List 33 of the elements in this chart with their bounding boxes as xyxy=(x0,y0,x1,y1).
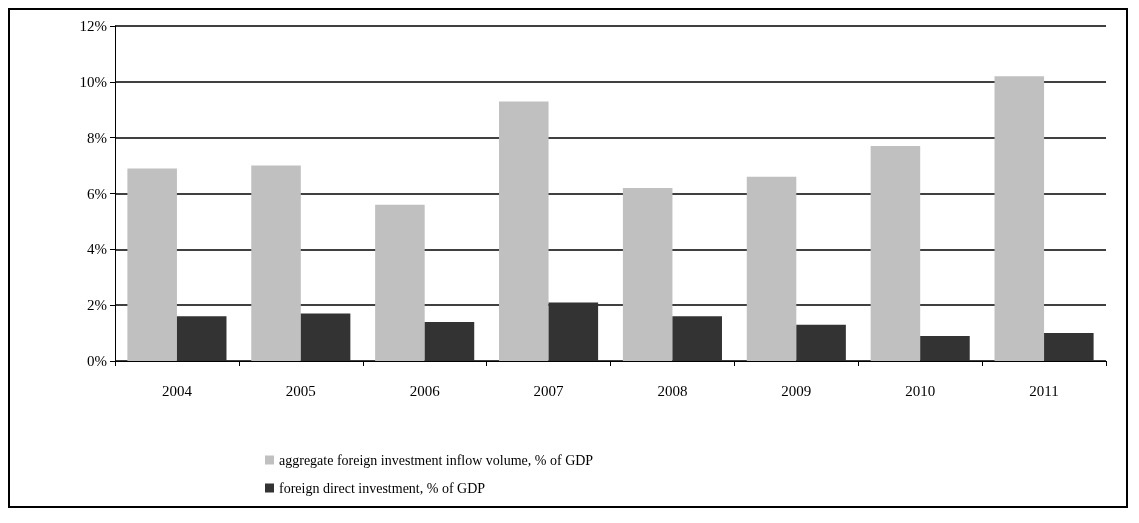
bar xyxy=(499,101,549,361)
bar xyxy=(176,316,227,361)
bar xyxy=(920,335,970,361)
bar xyxy=(251,165,301,361)
bar xyxy=(746,176,797,361)
bar xyxy=(300,313,351,361)
y-tick-label: 2% xyxy=(87,297,107,314)
bar xyxy=(1044,333,1094,361)
x-tick-label: 2005 xyxy=(285,382,316,399)
bar xyxy=(796,324,846,361)
bar xyxy=(127,168,177,361)
y-tick-label: 6% xyxy=(87,185,107,202)
y-tick-label: 0% xyxy=(87,353,107,369)
x-tick-label: 2010 xyxy=(905,382,936,399)
x-tick-label: 2006 xyxy=(409,382,441,399)
bar xyxy=(622,187,673,361)
x-tick-label: 2011 xyxy=(1029,382,1059,399)
y-tick-label: 4% xyxy=(87,241,107,258)
bar xyxy=(548,302,599,361)
bar xyxy=(424,321,475,361)
x-tick-label: 2004 xyxy=(161,382,193,399)
bar xyxy=(672,316,722,361)
legend-label: aggregate foreign investment inflow volume, % of GDP xyxy=(279,452,594,468)
y-tick-label: 8% xyxy=(87,129,107,146)
x-tick-label: 2008 xyxy=(657,382,688,399)
x-tick-label: 2009 xyxy=(781,382,812,399)
x-tick-label: 2007 xyxy=(533,382,565,399)
bar xyxy=(994,76,1045,361)
bar xyxy=(375,204,425,361)
y-tick-label: 10% xyxy=(79,73,107,90)
bar xyxy=(870,146,921,361)
legend-label: foreign direct investment, % of GDP xyxy=(279,480,486,496)
y-tick-label: 12% xyxy=(79,18,107,34)
